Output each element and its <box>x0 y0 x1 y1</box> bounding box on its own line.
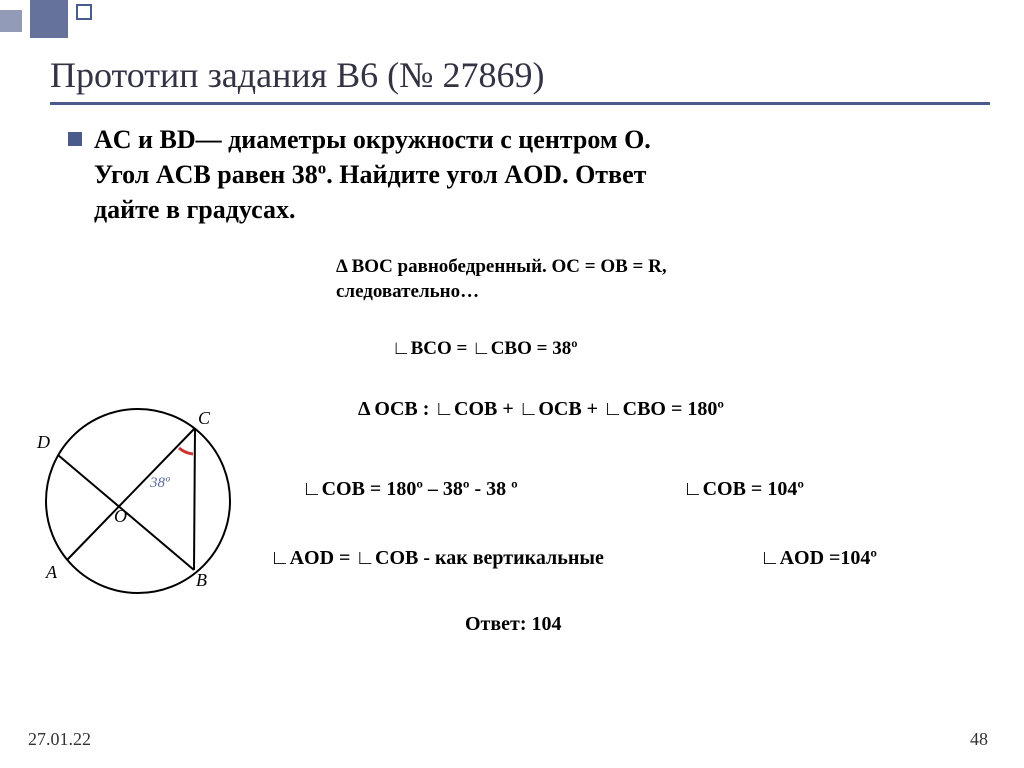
angle-label: 38º <box>149 475 170 491</box>
diameter-ca <box>67 428 195 560</box>
bullet-icon <box>68 132 82 146</box>
deco-square <box>30 0 68 38</box>
label-c: C <box>198 408 211 428</box>
problem-line2b: . Найдите угол AOD. Ответ <box>326 160 646 189</box>
step-5b: ∟AOD =104º <box>760 547 877 570</box>
step-3: Δ OCB : ∟COB + ∟OCB + ∟CBO = 180º <box>358 398 724 421</box>
problem-line3: дайте в градусах. <box>94 195 295 224</box>
title-underline <box>50 102 990 105</box>
label-d: D <box>36 432 50 452</box>
deco-square <box>0 10 22 32</box>
label-o: O <box>114 506 127 526</box>
step-4a: ∟COB = 180º – 38º - 38 º <box>302 478 518 501</box>
slide-title: Прототип задания B6 (№ 27869) <box>50 54 990 96</box>
label-a: A <box>45 562 58 582</box>
answer: Ответ: 104 <box>465 613 562 636</box>
footer-page: 48 <box>970 729 988 750</box>
step-2: ∟BCO = ∟CBO = 38º <box>392 338 577 360</box>
problem-line1: AC и BD— диаметры окружности с центром O… <box>94 125 651 154</box>
deco-square <box>76 4 92 20</box>
footer-date: 27.01.22 <box>28 729 91 750</box>
circle-figure: 38º D C A B O <box>34 388 252 606</box>
slide-title-block: Прототип задания B6 (№ 27869) <box>50 54 990 105</box>
problem-statement: AC и BD— диаметры окружности с центром O… <box>94 122 964 227</box>
degree-sup: о <box>318 158 326 177</box>
step-5a: ∟AOD = ∟COB - как вертикальные <box>270 547 604 570</box>
label-b: B <box>196 570 207 590</box>
problem-line2a: Угол ACB равен 38 <box>94 160 318 189</box>
angle-arc <box>179 448 193 454</box>
step-1a: Δ BOC равнобедренный. OC = OB = R, <box>336 256 667 278</box>
chord-cb <box>194 428 195 570</box>
step-4b: ∟COB = 104º <box>683 478 804 501</box>
corner-decoration <box>0 0 92 38</box>
circle <box>46 409 230 593</box>
step-1b: следовательно… <box>336 281 479 303</box>
